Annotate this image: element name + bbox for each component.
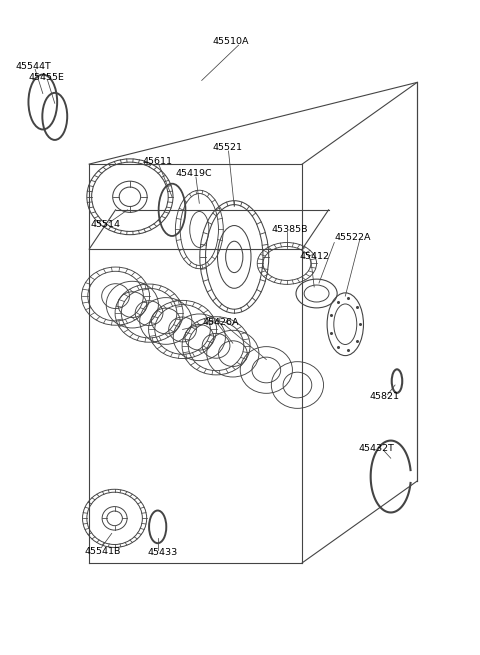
- Text: 45455E: 45455E: [28, 73, 64, 83]
- Text: 45522A: 45522A: [334, 233, 371, 242]
- Text: 45385B: 45385B: [271, 225, 308, 234]
- Text: 45510A: 45510A: [212, 37, 249, 47]
- Text: 45541B: 45541B: [84, 546, 121, 555]
- Text: 45432T: 45432T: [358, 444, 394, 453]
- Text: 45419C: 45419C: [175, 170, 212, 178]
- Text: 45544T: 45544T: [15, 62, 51, 71]
- Text: 45521: 45521: [212, 143, 242, 152]
- Text: 45821: 45821: [369, 392, 399, 401]
- Text: 45433: 45433: [147, 548, 178, 557]
- Text: 45412: 45412: [300, 252, 330, 261]
- Text: 45426A: 45426A: [203, 318, 239, 327]
- Text: 45514: 45514: [91, 219, 120, 229]
- Text: 45611: 45611: [143, 157, 172, 166]
